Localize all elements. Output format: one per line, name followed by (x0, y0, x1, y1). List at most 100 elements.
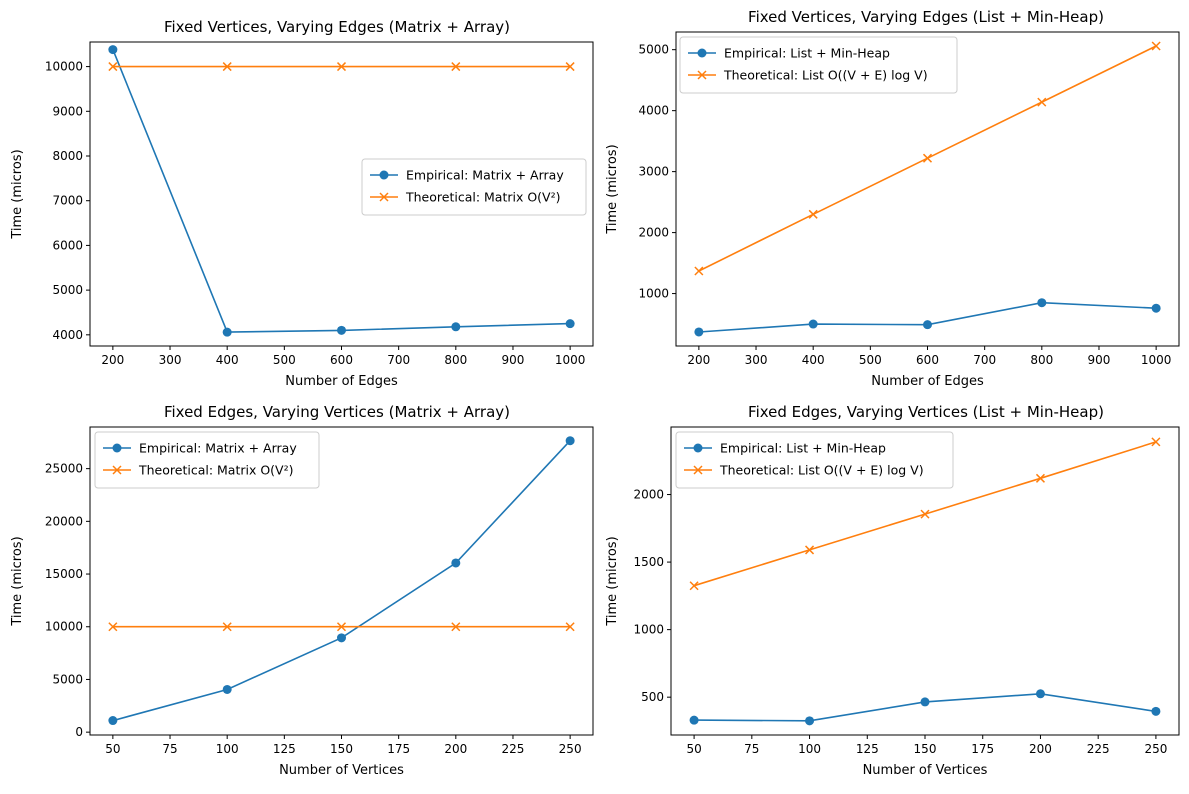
legend-swatch-marker (697, 48, 707, 58)
empirical-point (689, 715, 699, 725)
chart-panel-3: Fixed Edges, Varying Vertices (Matrix + … (0, 395, 600, 790)
x-tick-label: 900 (502, 353, 525, 367)
y-tick-label: 0 (75, 725, 83, 739)
x-tick-label: 200 (687, 353, 710, 367)
y-tick-label: 8000 (52, 149, 83, 163)
x-tick-label: 200 (1029, 742, 1052, 756)
chart-fixed-vertices-matrix: Fixed Vertices, Varying Edges (Matrix + … (10, 18, 594, 389)
y-tick-label: 6000 (52, 238, 83, 252)
legend-swatch-marker (693, 443, 703, 453)
legend-swatch-marker (112, 465, 122, 475)
empirical-point (694, 327, 704, 337)
theoretical-point (808, 209, 818, 219)
x-tick-label: 125 (856, 742, 879, 756)
y-axis-label: Time (micros) (605, 536, 620, 626)
x-tick-label: 600 (916, 353, 939, 367)
x-tick-label: 200 (444, 742, 467, 756)
x-tick-label: 50 (686, 742, 701, 756)
y-tick-label: 1000 (638, 287, 669, 301)
y-axis-label: Time (micros) (10, 536, 25, 626)
y-tick-label: 3000 (638, 165, 669, 179)
chart-title: Fixed Edges, Varying Vertices (List + Mi… (748, 403, 1104, 421)
x-tick-label: 100 (216, 742, 239, 756)
legend-swatch-marker (379, 192, 389, 202)
empirical-point (1151, 706, 1161, 716)
y-tick-label: 7000 (52, 194, 83, 208)
theoretical-point (922, 153, 933, 163)
x-tick-label: 175 (387, 742, 410, 756)
x-tick-label: 150 (914, 742, 937, 756)
empirical-point (920, 697, 930, 707)
x-axis-label: Number of Vertices (279, 763, 404, 778)
x-tick-label: 225 (1087, 742, 1110, 756)
y-tick-label: 1000 (633, 623, 664, 637)
empirical-point (108, 716, 118, 726)
theoretical-point (336, 62, 347, 72)
legend: Empirical: List + Min-Heap Theoretical: L… (675, 431, 954, 489)
x-tick-label: 250 (559, 742, 582, 756)
x-tick-label: 300 (159, 353, 182, 367)
empirical-point (1151, 303, 1161, 313)
x-tick-label: 100 (798, 742, 821, 756)
empirical-point (108, 45, 118, 55)
empirical-point (222, 684, 232, 694)
chart-panel-4: Fixed Edges, Varying Vertices (List + Mi… (595, 395, 1189, 790)
y-tick-label: 25000 (45, 462, 83, 476)
y-tick-label: 20000 (45, 514, 83, 528)
theoretical-point (336, 622, 347, 632)
x-tick-label: 1000 (1141, 353, 1172, 367)
empirical-point (337, 633, 346, 643)
legend-entry-label: Empirical: Matrix + Array (139, 441, 297, 456)
empirical-point (451, 558, 461, 568)
x-tick-label: 300 (745, 353, 768, 367)
legend-entry-label: Theoretical: Matrix O(V²) (138, 463, 294, 478)
theoretical-point (694, 266, 704, 276)
theoretical-point (689, 581, 699, 591)
empirical-point (1037, 298, 1047, 308)
empirical-point (805, 716, 815, 726)
x-tick-label: 800 (444, 353, 467, 367)
legend-swatch-marker (697, 70, 707, 80)
theoretical-point (451, 62, 461, 72)
x-axis-label: Number of Edges (285, 374, 398, 389)
chart-panel-2: Fixed Vertices, Varying Edges (List + Mi… (595, 0, 1189, 395)
theoretical-point (1151, 437, 1161, 447)
y-axis-label: Time (micros) (605, 144, 620, 234)
y-tick-label: 1500 (633, 555, 664, 569)
x-tick-label: 75 (162, 742, 177, 756)
y-tick-label: 9000 (52, 104, 83, 118)
y-tick-label: 4000 (638, 104, 669, 118)
x-tick-label: 250 (1144, 742, 1167, 756)
chart-title: Fixed Vertices, Varying Edges (Matrix + … (164, 18, 510, 36)
y-tick-label: 5000 (52, 672, 83, 686)
y-tick-label: 4000 (52, 328, 83, 342)
y-tick-label: 2000 (638, 226, 669, 240)
y-tick-label: 10000 (45, 60, 83, 74)
legend-entry-label: Theoretical: Matrix O(V²) (405, 190, 561, 205)
x-tick-label: 800 (1030, 353, 1053, 367)
y-tick-label: 5000 (52, 283, 83, 297)
x-tick-label: 200 (101, 353, 124, 367)
legend-entry-label: Theoretical: List O((V + E) log V) (723, 68, 928, 83)
chart-title: Fixed Edges, Varying Vertices (Matrix + … (164, 403, 510, 421)
theoretical-point (222, 62, 232, 72)
y-tick-label: 5000 (638, 43, 669, 57)
theoretical-point (108, 62, 118, 72)
empirical-point (923, 320, 932, 330)
x-tick-label: 175 (971, 742, 994, 756)
chart-panel-1: Fixed Vertices, Varying Edges (Matrix + … (0, 0, 600, 395)
legend-entry-label: Theoretical: List O((V + E) log V) (719, 463, 924, 478)
y-tick-label: 500 (641, 690, 664, 704)
x-axis-label: Number of Edges (871, 374, 984, 389)
theoretical-point (805, 545, 815, 555)
legend: Empirical: Matrix + Array Theoretical: Ma… (361, 158, 587, 216)
y-tick-label: 15000 (45, 567, 83, 581)
chart-fixed-vertices-list: Fixed Vertices, Varying Edges (List + Mi… (605, 8, 1180, 389)
x-tick-label: 600 (330, 353, 353, 367)
y-tick-label: 10000 (45, 620, 83, 634)
theoretical-point (1151, 41, 1161, 51)
chart-fixed-edges-list: Fixed Edges, Varying Vertices (List + Mi… (605, 403, 1180, 778)
empirical-point (565, 436, 575, 446)
x-axis-label: Number of Vertices (863, 763, 988, 778)
x-tick-label: 75 (744, 742, 759, 756)
